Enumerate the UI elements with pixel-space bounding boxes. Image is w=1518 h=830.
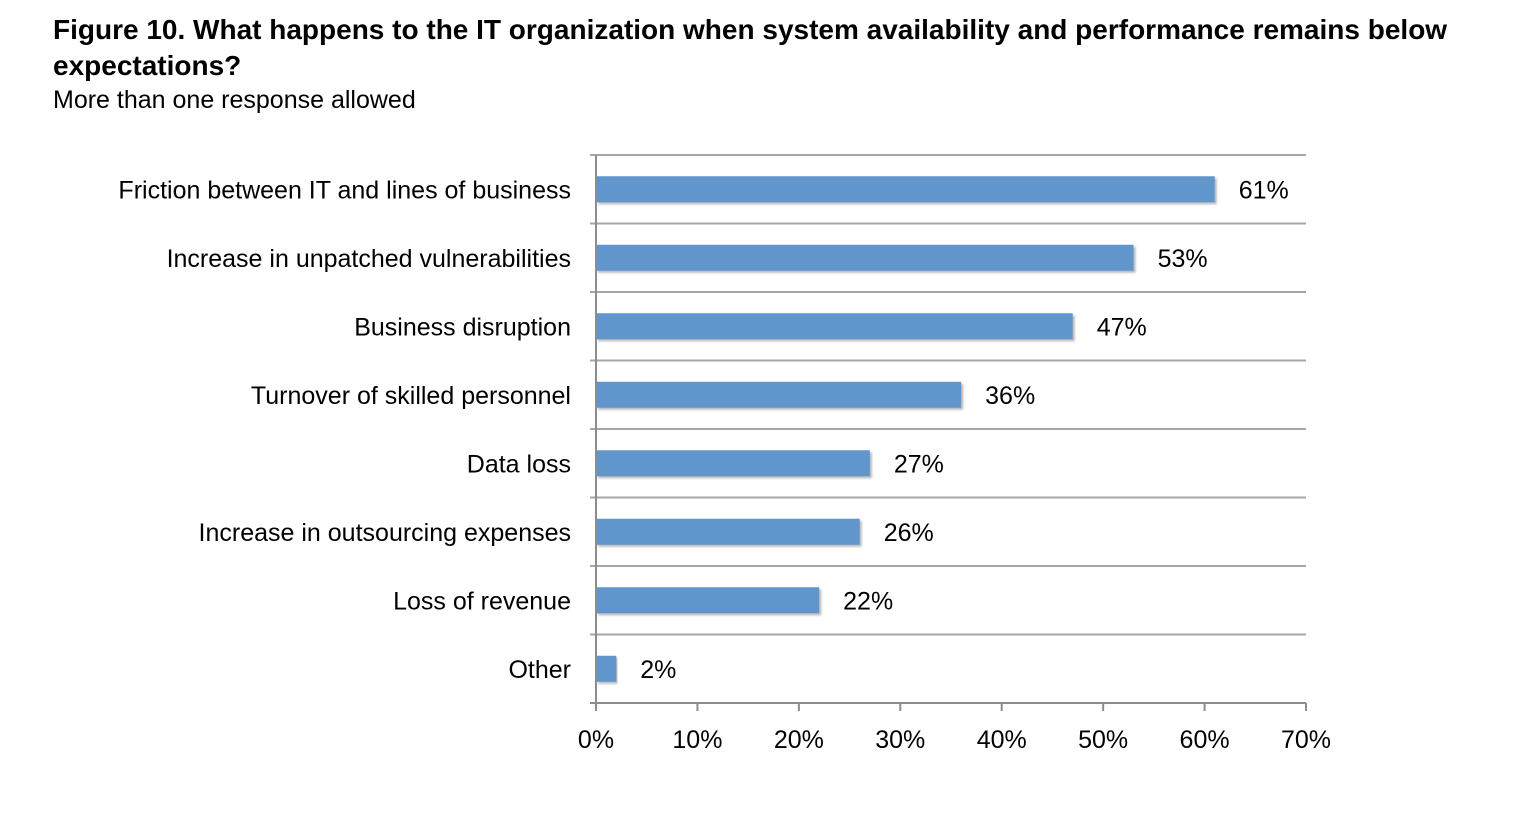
data-label: 61%	[1239, 176, 1289, 204]
x-axis: 0% 10% 20% 30% 40% 50% 60% 70%	[578, 155, 1331, 754]
category-label: Data loss	[467, 450, 571, 478]
bar	[596, 450, 870, 477]
category-label: Business disruption	[354, 313, 571, 341]
category-label: Friction between IT and lines of busines…	[118, 176, 571, 204]
category-label: Loss of revenue	[393, 587, 571, 615]
x-tick-label: 60%	[1180, 726, 1230, 754]
chart-subtitle: More than one response allowed	[53, 86, 416, 114]
data-labels: 61% 53% 47% 36% 27% 26% 22% 2%	[640, 176, 1288, 684]
bars	[596, 176, 1215, 682]
category-label: Turnover of skilled personnel	[251, 382, 571, 410]
data-label: 22%	[843, 587, 893, 615]
x-tick-label: 20%	[774, 726, 824, 754]
category-label: Increase in unpatched vulnerabilities	[167, 245, 571, 273]
data-label: 26%	[884, 519, 934, 547]
data-label: 27%	[894, 450, 944, 478]
grid-lines	[590, 154, 1306, 636]
data-label: 47%	[1097, 313, 1147, 341]
category-labels: Friction between IT and lines of busines…	[118, 176, 571, 684]
x-tick-label: 40%	[977, 726, 1027, 754]
bar	[596, 655, 617, 682]
bar	[596, 587, 820, 614]
chart-title: Figure 10. What happens to the IT organi…	[53, 14, 1448, 81]
data-label: 2%	[640, 656, 676, 684]
x-tick-label: 10%	[672, 726, 722, 754]
bar	[596, 244, 1134, 271]
bar	[596, 176, 1215, 203]
data-label: 53%	[1158, 245, 1208, 273]
bar	[596, 518, 860, 545]
category-label: Other	[508, 656, 571, 684]
x-tick-label: 30%	[875, 726, 925, 754]
x-tick-label: 0%	[578, 726, 614, 754]
x-tick-label: 70%	[1281, 726, 1331, 754]
bar	[596, 313, 1073, 340]
bar	[596, 381, 962, 408]
x-tick-label: 50%	[1078, 726, 1128, 754]
data-label: 36%	[985, 382, 1035, 410]
category-label: Increase in outsourcing expenses	[199, 519, 571, 547]
